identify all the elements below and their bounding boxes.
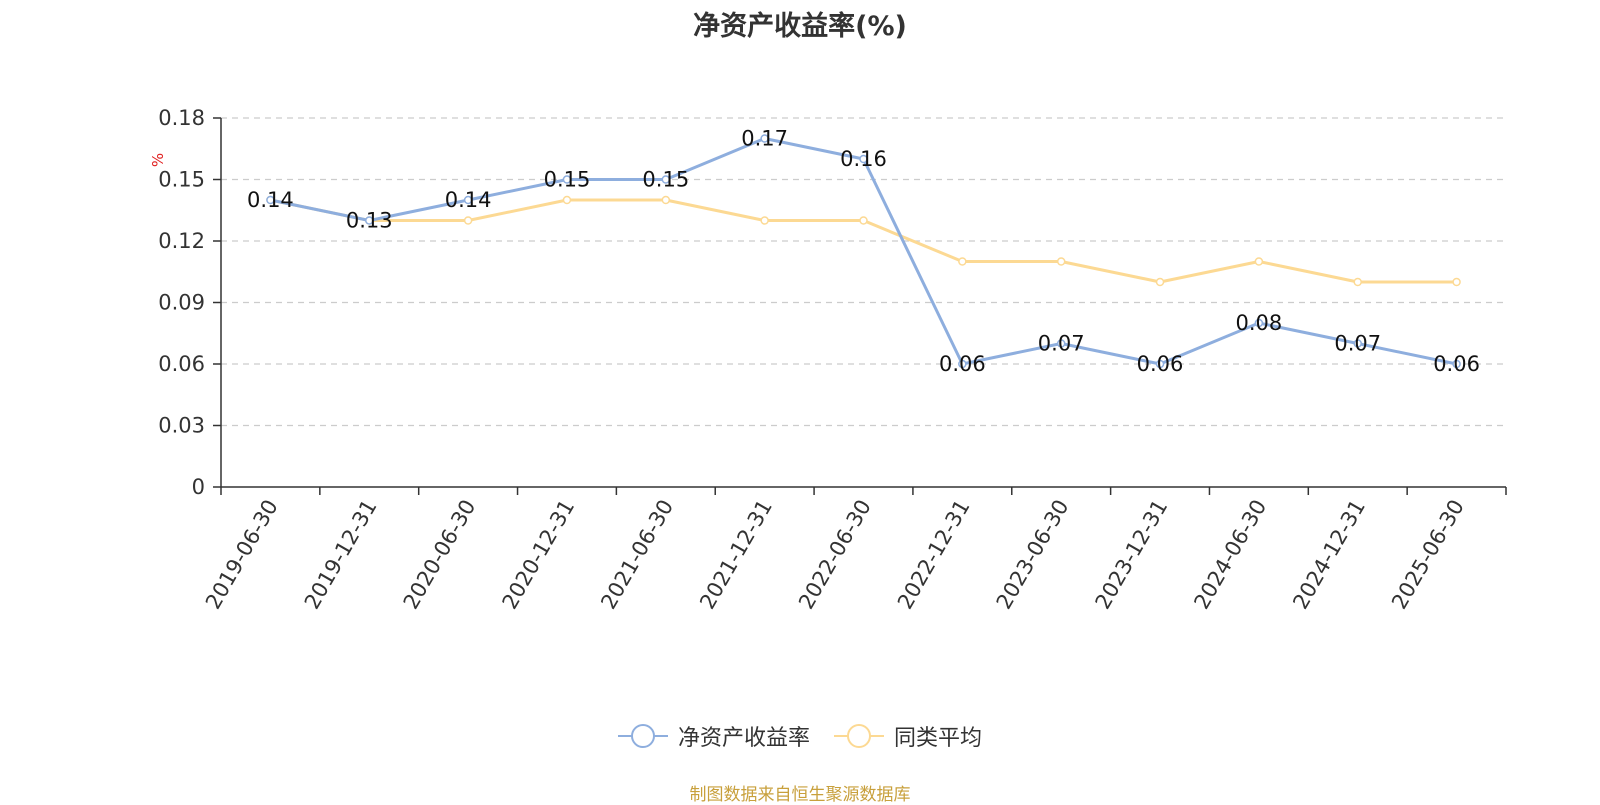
data-label-8: 0.07 (1038, 332, 1085, 356)
legend-item-series-2[interactable]: 同类平均 (834, 720, 982, 752)
series-1-point-4 (661, 175, 671, 184)
legend-swatch-series-2-icon (834, 724, 884, 748)
series-1-point-3 (562, 175, 572, 184)
data-label-4: 0.15 (642, 168, 689, 192)
x-tick-label-2: 2020-06-30 (399, 496, 481, 614)
data-label-2: 0.14 (445, 188, 492, 212)
x-tick-label-4: 2021-06-30 (596, 496, 678, 614)
series-2-point-11 (1353, 277, 1362, 287)
axes: 0 0.03 0.06 0.09 0.12 0.15 0.18% 2019-06-30 2019… (149, 106, 1507, 614)
series-1-point-0 (266, 195, 275, 205)
legend-label-series-2: 同类平均 (894, 726, 983, 751)
data-label-11: 0.07 (1334, 332, 1381, 356)
series-2-point-9 (1155, 277, 1165, 287)
series-2-point-5 (760, 216, 769, 225)
y-tick-label-4: 0.12 (158, 229, 205, 253)
legend: 净资产收益率 同类平均 (0, 720, 1600, 752)
series-lines (266, 134, 1461, 369)
x-tick-label-3: 2020-12-31 (497, 496, 579, 614)
series-2-point-6 (859, 216, 868, 225)
series-1-point-9 (1155, 359, 1165, 369)
grid-lines (221, 117, 1506, 427)
legend-swatch-series-1-icon (617, 724, 668, 748)
series-1-point-2 (463, 195, 473, 205)
data-label-0: 0.14 (247, 188, 294, 212)
data-label-1: 0.13 (346, 209, 393, 233)
y-tick-label-5: 0.15 (158, 168, 205, 192)
series-1-point-8 (1056, 339, 1066, 348)
data-label-3: 0.15 (544, 168, 591, 192)
x-tick-label-8: 2023-06-30 (992, 496, 1074, 614)
series-2-point-10 (1254, 257, 1264, 266)
series-2-point-8 (1056, 257, 1066, 266)
series-2-point-7 (958, 257, 967, 266)
series-1-point-11 (1353, 339, 1362, 348)
x-tick-label-1: 2019-12-31 (300, 496, 382, 614)
series-1-point-1 (365, 216, 374, 225)
x-tick-label-10: 2024-06-30 (1189, 496, 1271, 614)
series-2-point-2 (463, 216, 473, 225)
x-tick-label-11: 2024-12-31 (1288, 496, 1370, 614)
legend-item-series-1[interactable]: 净资产收益率 (617, 720, 810, 752)
chart-title: 净资产收益率(%) (693, 11, 907, 42)
line-chart: 0 0.03 0.06 0.09 0.12 0.15 0.18% 2019-06-30 2019… (149, 106, 1507, 614)
x-tick-label-6: 2022-06-30 (794, 496, 876, 614)
y-tick-label-6: 0.18 (158, 106, 205, 130)
source-note: 制图数据来自恒生聚源数据库 (689, 785, 911, 805)
series-1-point-5 (760, 134, 769, 143)
data-label-5: 0.17 (741, 127, 788, 151)
legend-label-series-1: 净资产收益率 (677, 726, 810, 751)
series-2-point-3 (562, 195, 572, 205)
y-axis-label: % (149, 153, 167, 167)
data-label-12: 0.06 (1433, 352, 1480, 376)
x-tick-label-5: 2021-12-31 (695, 496, 777, 614)
series-1-point-7 (958, 359, 967, 369)
series-2-point-12 (1452, 277, 1461, 287)
y-tick-label-0: 0 (192, 475, 205, 499)
data-label-9: 0.06 (1137, 352, 1184, 376)
x-tick-label-0: 2019-06-30 (201, 496, 283, 614)
series-1-point-10 (1254, 318, 1264, 328)
data-labels: 0.14 0.13 0.14 0.15 0.15 0.17 0.16 0.06 0.07 0.06… (247, 127, 1480, 377)
series-2-point-4 (661, 195, 671, 205)
x-tick-label-7: 2022-12-31 (893, 496, 975, 614)
x-tick-label-9: 2023-12-31 (1091, 496, 1173, 614)
series-1-point-12 (1452, 359, 1461, 369)
y-tick-label-3: 0.09 (158, 291, 205, 315)
y-tick-label-1: 0.03 (158, 414, 205, 438)
x-tick-label-12: 2025-06-30 (1387, 496, 1469, 614)
data-label-10: 0.08 (1236, 311, 1283, 335)
data-label-7: 0.06 (939, 352, 986, 376)
data-label-6: 0.16 (840, 147, 887, 171)
y-tick-label-2: 0.06 (158, 352, 205, 376)
series-1-point-6 (859, 154, 868, 164)
